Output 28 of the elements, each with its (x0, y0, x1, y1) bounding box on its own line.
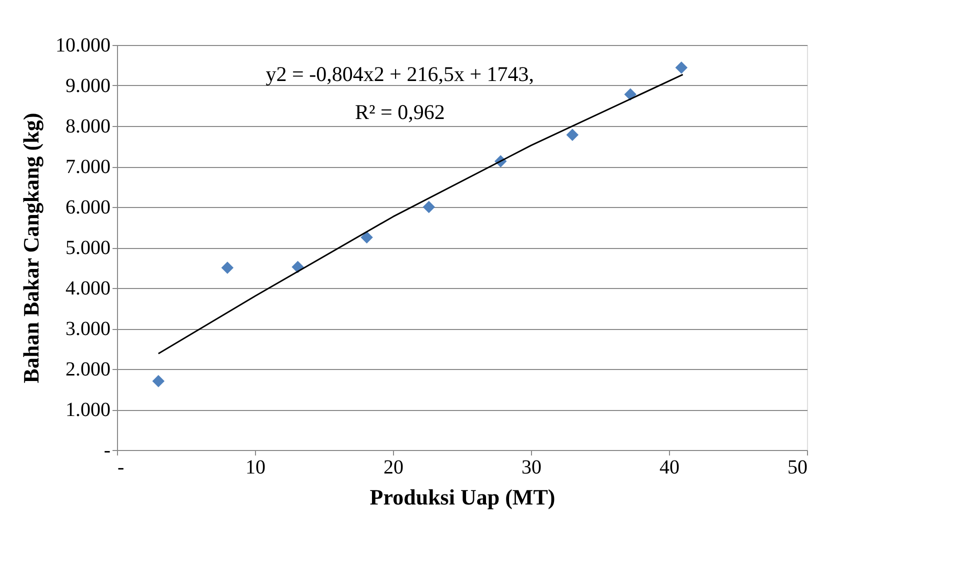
point (360, 231, 373, 244)
x-tick-label: - (118, 456, 124, 478)
x-tick-label: 20 (384, 456, 404, 478)
x-tick-label: 50 (788, 456, 808, 478)
x-tick-label: 30 (522, 456, 542, 478)
y-tick-label: 7.000 (66, 156, 110, 178)
y-tick-label: 2.000 (66, 358, 110, 380)
x-tick-label: 10 (246, 456, 266, 478)
y-tick-label: - (104, 440, 110, 462)
y-tick-label: 5.000 (66, 237, 110, 259)
y-tick-label: 4.000 (66, 278, 110, 300)
y-axis-title: Bahan Bakar Cangkang (kg) (18, 112, 44, 384)
point (624, 88, 636, 101)
point (152, 375, 165, 388)
point (675, 62, 688, 74)
annotation: y2 = -0,804x2 + 216,5x + 1743, (266, 62, 534, 86)
y-tick-label: 1.000 (66, 399, 110, 421)
y-tick-label: 9.000 (66, 75, 110, 97)
y-tick-label: 6.000 (66, 196, 110, 218)
x-axis-title: Produksi Uap (MT) (370, 484, 556, 510)
y-tick-label: 8.000 (66, 116, 110, 138)
point (221, 262, 234, 274)
y-tick-label: 10.000 (56, 34, 110, 56)
annotation: R² = 0,962 (354, 100, 445, 124)
y-tick-label: 3.000 (66, 318, 110, 340)
x-tick-label: 40 (660, 456, 680, 478)
point (566, 128, 579, 142)
point (422, 200, 436, 214)
